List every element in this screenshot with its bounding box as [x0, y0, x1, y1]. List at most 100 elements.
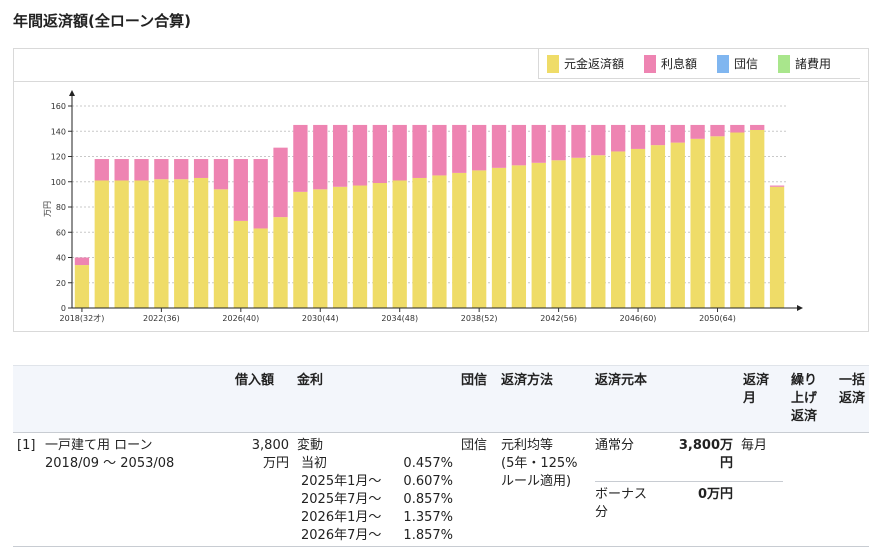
bar-segment-0[interactable] — [630, 148, 646, 308]
bar-segment-1[interactable] — [313, 124, 328, 190]
bar-segment-1[interactable] — [531, 124, 546, 163]
grid-lines — [72, 105, 787, 284]
bar-segment-0[interactable] — [114, 180, 129, 308]
legend-item-fees[interactable]: 諸費用 — [778, 54, 831, 73]
bar-segment-1[interactable] — [571, 124, 586, 158]
bar-segment-1[interactable] — [253, 159, 268, 229]
header-method: 返済方法 — [497, 365, 591, 433]
bar-segment-1[interactable] — [750, 124, 765, 130]
bar-segment-0[interactable] — [650, 145, 666, 308]
bar-segment-0[interactable] — [332, 186, 348, 308]
bar-segment-1[interactable] — [551, 124, 566, 161]
bar-segment-1[interactable] — [352, 124, 368, 186]
x-axis-arrow — [797, 305, 803, 311]
bar-segment-1[interactable] — [233, 159, 248, 221]
rate-label: 2025年1月～ — [301, 474, 382, 489]
bar-segment-0[interactable] — [769, 186, 785, 308]
bar-segment-1[interactable] — [630, 124, 646, 149]
bar-segment-1[interactable] — [491, 124, 507, 168]
legend-item-interest[interactable]: 利息額 — [644, 54, 697, 73]
bar-segment-1[interactable] — [670, 124, 685, 143]
header-prepay: 繰り 上げ 返済 — [787, 365, 835, 433]
bar-segment-0[interactable] — [154, 179, 169, 308]
x-tick-label: 2038(52) — [461, 314, 498, 323]
bar-segment-0[interactable] — [213, 189, 229, 308]
table-bottom-border — [13, 546, 869, 547]
bar-segment-0[interactable] — [452, 172, 467, 308]
rate-type: 変動 — [297, 438, 324, 453]
legend-item-insurance[interactable]: 団信 — [717, 54, 758, 73]
loan-period: 2018/09 ～ 2053/08 — [45, 456, 175, 471]
bar-segment-1[interactable] — [432, 124, 447, 176]
y-tick-label: 160 — [51, 102, 66, 111]
loan-amount-value: 3,800 — [251, 438, 289, 453]
bar-segment-1[interactable] — [193, 159, 209, 178]
bar-segment-1[interactable] — [332, 124, 348, 187]
bar-segment-0[interactable] — [174, 179, 189, 308]
bar-segment-1[interactable] — [690, 124, 705, 139]
bar-segment-0[interactable] — [372, 183, 387, 308]
x-tick-label: 2034(48) — [381, 314, 418, 323]
bar-segment-1[interactable] — [372, 124, 387, 184]
bar-segment-1[interactable] — [591, 124, 606, 156]
bar-segment-0[interactable] — [412, 177, 427, 308]
bar-segment-1[interactable] — [472, 124, 487, 171]
bar-segment-1[interactable] — [213, 159, 229, 190]
bar-segment-1[interactable] — [452, 124, 467, 173]
bar-segment-1[interactable] — [511, 124, 527, 166]
bar-segment-0[interactable] — [352, 185, 368, 308]
bar-segment-1[interactable] — [154, 159, 169, 180]
bar-segment-0[interactable] — [74, 265, 90, 308]
x-tick-label: 2042(56) — [540, 314, 577, 323]
bar-segment-1[interactable] — [611, 124, 626, 152]
bar-segment-0[interactable] — [432, 175, 447, 308]
bar-segment-1[interactable] — [769, 185, 785, 187]
y-tick-label: 40 — [56, 254, 66, 263]
bar-segment-0[interactable] — [690, 138, 705, 308]
bar-segment-0[interactable] — [233, 220, 248, 308]
rate-label: 2026年1月～ — [301, 510, 382, 525]
page-title: 年間返済額(全ローン合算) — [13, 12, 191, 30]
bar-segment-0[interactable] — [750, 129, 765, 308]
bar-segment-0[interactable] — [94, 180, 109, 308]
principal-cell: 通常分 3,800万 円 毎月 ボーナス 分 0万円 — [591, 433, 787, 546]
bar-segment-0[interactable] — [313, 189, 328, 308]
bar-segment-1[interactable] — [273, 147, 288, 218]
loan-name[interactable]: 一戸建て用 ローン — [45, 438, 153, 453]
bar-segment-0[interactable] — [392, 180, 407, 308]
rate-value: 1.357% — [403, 510, 453, 525]
bar-segment-0[interactable] — [273, 217, 288, 308]
bar-segment-0[interactable] — [730, 132, 745, 308]
bar-segment-0[interactable] — [611, 151, 626, 308]
bar-segment-1[interactable] — [74, 257, 90, 266]
bar-segment-1[interactable] — [134, 159, 149, 181]
bar-segment-0[interactable] — [571, 157, 586, 308]
bar-segment-0[interactable] — [293, 191, 308, 308]
bar-segment-1[interactable] — [114, 159, 129, 181]
bar-segment-1[interactable] — [174, 159, 189, 180]
bar-segment-0[interactable] — [193, 177, 209, 308]
rate-value: 1.857% — [403, 528, 453, 543]
bar-segment-0[interactable] — [511, 165, 527, 308]
loan-amount: 3,800 万円 — [231, 433, 293, 546]
bar-segment-1[interactable] — [94, 159, 109, 181]
header-prepay-line1: 繰り — [791, 373, 818, 388]
bar-segment-1[interactable] — [392, 124, 407, 181]
bar-segment-1[interactable] — [412, 124, 427, 178]
bar-segment-0[interactable] — [670, 142, 685, 308]
bar-segment-0[interactable] — [491, 167, 507, 308]
normal-value-line2: 円 — [719, 456, 733, 471]
bar-segment-1[interactable] — [710, 124, 725, 137]
bar-segment-0[interactable] — [591, 155, 606, 308]
bar-segment-0[interactable] — [531, 162, 546, 308]
bar-segment-0[interactable] — [134, 180, 149, 308]
bar-segment-0[interactable] — [472, 170, 487, 308]
bar-segment-1[interactable] — [650, 124, 666, 146]
bar-segment-1[interactable] — [730, 124, 745, 133]
bar-segment-0[interactable] — [253, 228, 268, 308]
loan-amount-unit: 万円 — [262, 456, 289, 471]
bar-segment-1[interactable] — [293, 124, 308, 192]
legend-item-principal[interactable]: 元金返済額 — [547, 54, 624, 73]
bar-segment-0[interactable] — [710, 136, 725, 308]
bar-segment-0[interactable] — [551, 160, 566, 308]
